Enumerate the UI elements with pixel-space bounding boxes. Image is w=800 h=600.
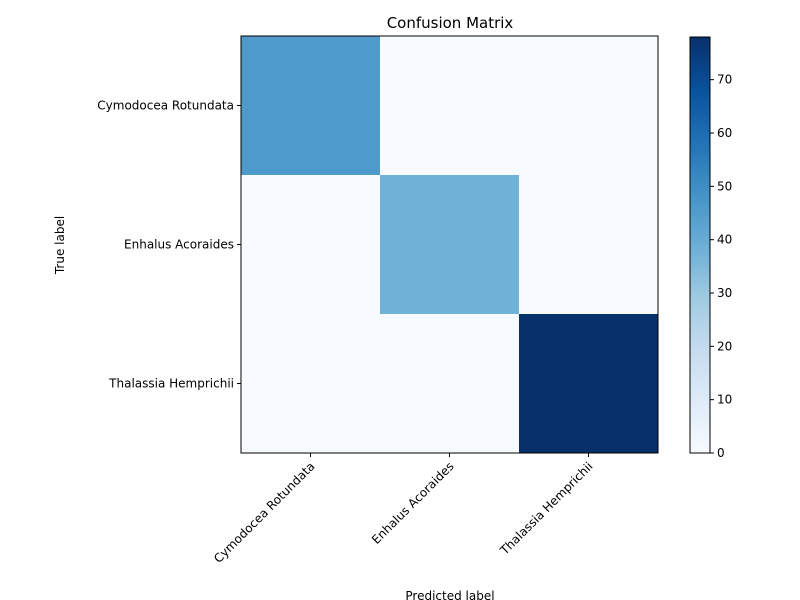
heatmap-cell [380, 314, 520, 454]
heatmap-cell [241, 175, 381, 315]
x-axis-label: Predicted label [405, 589, 494, 600]
x-tick-label: Enhalus Acoraides [369, 459, 457, 547]
x-tick-label: Thalassia Hemprichii [497, 459, 596, 558]
y-tick-label: Cymodocea Rotundata [97, 99, 234, 113]
colorbar-tick-label: 20 [717, 339, 732, 353]
y-axis-ticks: Cymodocea Rotundata Enhalus Acoraides Thal… [97, 99, 241, 391]
chart-title: Confusion Matrix [387, 14, 514, 32]
y-tick-label: Enhalus Acoraides [124, 238, 234, 252]
colorbar-tick-label: 0 [717, 446, 725, 460]
y-axis-label: True label [53, 216, 67, 275]
heatmap-cell [241, 36, 381, 176]
heatmap-cell [519, 314, 659, 454]
x-tick-label: Cymodocea Rotundata [211, 459, 318, 566]
heatmap-cell [519, 175, 659, 315]
colorbar-tick-label: 40 [717, 233, 732, 247]
colorbar [689, 36, 711, 454]
heatmap-cells [241, 36, 659, 454]
x-axis-ticks: Cymodocea Rotundata Enhalus Acoraides Thal… [211, 453, 596, 566]
colorbar-tick-label: 30 [717, 286, 732, 300]
heatmap-cell [380, 36, 520, 176]
colorbar-tick-label: 70 [717, 73, 732, 87]
heatmap-cell [380, 175, 520, 315]
colorbar-tick-label: 10 [717, 393, 732, 407]
colorbar-ticks: 0 10 20 30 40 50 60 70 [710, 73, 732, 460]
colorbar-tick-label: 50 [717, 179, 732, 193]
heatmap-cell [241, 314, 381, 454]
heatmap-cell [519, 36, 659, 176]
y-tick-label: Thalassia Hemprichii [108, 377, 234, 391]
colorbar-tick-label: 60 [717, 126, 732, 140]
